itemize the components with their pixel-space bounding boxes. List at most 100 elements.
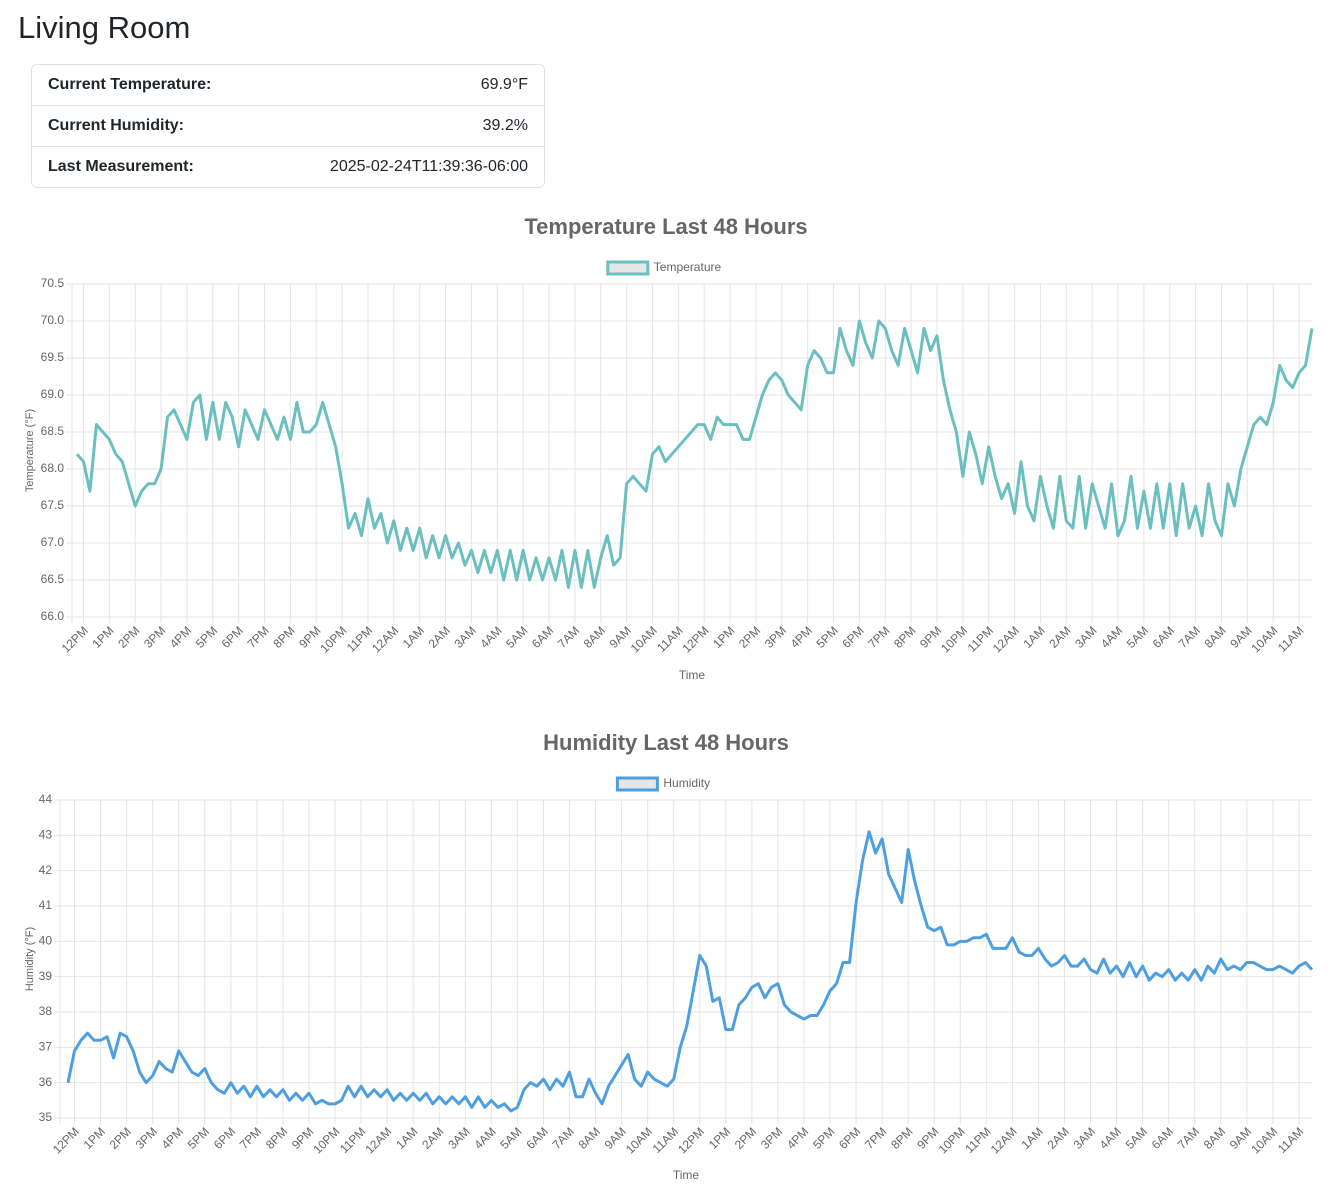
y-tick-label: 36: [39, 1075, 53, 1089]
x-tick-label: 2AM: [1045, 1124, 1072, 1151]
x-tick-label: 10AM: [623, 1124, 655, 1156]
x-tick-label: 3AM: [1072, 623, 1099, 650]
x-tick-label: 1PM: [710, 623, 737, 650]
x-tick-label: 12PM: [675, 1124, 707, 1156]
x-tick-label: 1PM: [81, 1124, 108, 1151]
x-tick-label: 10PM: [938, 623, 970, 655]
x-tick-label: 1AM: [400, 623, 427, 650]
summary-label: Current Temperature:: [48, 76, 212, 93]
legend-swatch: [606, 260, 650, 276]
x-axis-label: Time: [673, 1168, 700, 1182]
y-tick-label: 40: [39, 934, 53, 948]
x-tick-label: 4AM: [471, 1124, 498, 1151]
x-tick-label: 6PM: [839, 623, 866, 650]
x-tick-label: 3PM: [141, 623, 168, 650]
x-tick-label: 5PM: [185, 1124, 212, 1151]
x-tick-label: 8AM: [1201, 623, 1228, 650]
x-tick-label: 6AM: [1149, 1124, 1176, 1151]
summary-value: 2025-02-24T11:39:36-06:00: [267, 146, 544, 187]
y-tick-label: 70.5: [41, 276, 65, 290]
x-tick-label: 1AM: [1018, 1124, 1045, 1151]
x-tick-label: 2PM: [107, 1124, 134, 1151]
y-tick-label: 68.5: [41, 424, 65, 438]
x-tick-label: 6AM: [523, 1124, 550, 1151]
x-tick-label: 2AM: [426, 623, 453, 650]
x-tick-label: 8PM: [888, 1124, 915, 1151]
x-tick-label: 10AM: [1248, 623, 1280, 655]
page-title: Living Room: [18, 10, 191, 45]
x-tick-label: 2AM: [1046, 623, 1073, 650]
x-tick-label: 1PM: [89, 623, 116, 650]
y-tick-label: 35: [39, 1110, 53, 1124]
y-tick-label: 37: [39, 1040, 53, 1054]
y-tick-label: 67.5: [41, 498, 65, 512]
x-axis-label: Time: [679, 668, 706, 682]
x-tick-label: 3PM: [758, 1124, 785, 1151]
x-tick-label: 11AM: [650, 1124, 681, 1155]
x-tick-label: 5PM: [814, 623, 841, 650]
y-tick-label: 42: [39, 863, 53, 877]
chart-title: Humidity Last 48 Hours: [543, 730, 789, 755]
legend-label: Humidity: [663, 776, 710, 790]
x-tick-label: 11PM: [344, 623, 375, 654]
summary-table: Current Temperature: 69.9°F Current Humidi…: [31, 64, 545, 188]
x-tick-label: 5AM: [1123, 1124, 1150, 1151]
x-tick-label: 5PM: [810, 1124, 837, 1151]
x-tick-label: 1AM: [393, 1124, 420, 1151]
x-tick-label: 12AM: [369, 623, 401, 655]
x-tick-label: 8AM: [1201, 1124, 1228, 1151]
x-tick-label: 8AM: [581, 623, 608, 650]
x-tick-label: 4AM: [1097, 1124, 1124, 1151]
x-tick-label: 6AM: [1150, 623, 1177, 650]
x-tick-label: 10PM: [936, 1124, 968, 1156]
x-tick-label: 11AM: [654, 623, 685, 654]
x-tick-label: 8PM: [270, 623, 297, 650]
summary-value: 69.9°F: [480, 76, 528, 93]
x-tick-label: 11AM: [1275, 1124, 1306, 1155]
y-tick-label: 68.0: [41, 461, 65, 475]
x-tick-label: 1AM: [1020, 623, 1047, 650]
x-tick-label: 5AM: [503, 623, 530, 650]
y-tick-label: 69.5: [41, 350, 65, 364]
summary-row: Current Humidity: 39.2%: [32, 105, 544, 146]
summary-label: Current Humidity:: [32, 105, 268, 146]
x-tick-label: 7PM: [237, 1124, 264, 1151]
x-tick-label: 12AM: [990, 623, 1022, 655]
x-tick-label: 7PM: [245, 623, 272, 650]
x-tick-label: 10PM: [317, 623, 349, 655]
x-tick-label: 7PM: [865, 623, 892, 650]
x-tick-label: 10PM: [310, 1124, 342, 1156]
x-tick-label: 12AM: [988, 1124, 1020, 1156]
x-tick-label: 11PM: [962, 1124, 993, 1155]
data-line: [66, 830, 1314, 1113]
y-tick-label: 66.0: [41, 609, 65, 623]
x-tick-label: 7AM: [1175, 1124, 1202, 1151]
x-tick-label: 4PM: [784, 1124, 811, 1151]
summary-row: Last Measurement: 2025-02-24T11:39:36-06:…: [32, 146, 544, 187]
x-tick-label: 6PM: [219, 623, 246, 650]
y-tick-label: 69.0: [41, 387, 65, 401]
x-tick-label: 10AM: [628, 623, 660, 655]
y-tick-label: 39: [39, 969, 53, 983]
x-tick-label: 8PM: [891, 623, 918, 650]
legend-swatch: [615, 776, 659, 792]
x-tick-label: 4PM: [788, 623, 815, 650]
x-tick-label: 2PM: [736, 623, 763, 650]
x-tick-label: 5PM: [193, 623, 220, 650]
x-tick-label: 2PM: [732, 1124, 759, 1151]
x-tick-label: 3AM: [1071, 1124, 1098, 1151]
x-tick-label: 7PM: [862, 1124, 889, 1151]
x-tick-label: 8AM: [576, 1124, 603, 1151]
x-tick-label: 7AM: [550, 1124, 577, 1151]
x-tick-label: 3AM: [445, 1124, 472, 1151]
y-tick-label: 38: [39, 1004, 53, 1018]
summary-body: Current Temperature: 69.9°F Current Humidi…: [32, 65, 544, 187]
x-tick-label: 11PM: [337, 1124, 368, 1155]
y-tick-label: 70.0: [41, 313, 65, 327]
x-tick-label: 10AM: [1248, 1124, 1280, 1156]
legend-label: Temperature: [654, 260, 722, 274]
y-tick-label: 67.0: [41, 535, 65, 549]
x-tick-label: 11AM: [1275, 623, 1306, 654]
x-tick-label: 3PM: [762, 623, 789, 650]
